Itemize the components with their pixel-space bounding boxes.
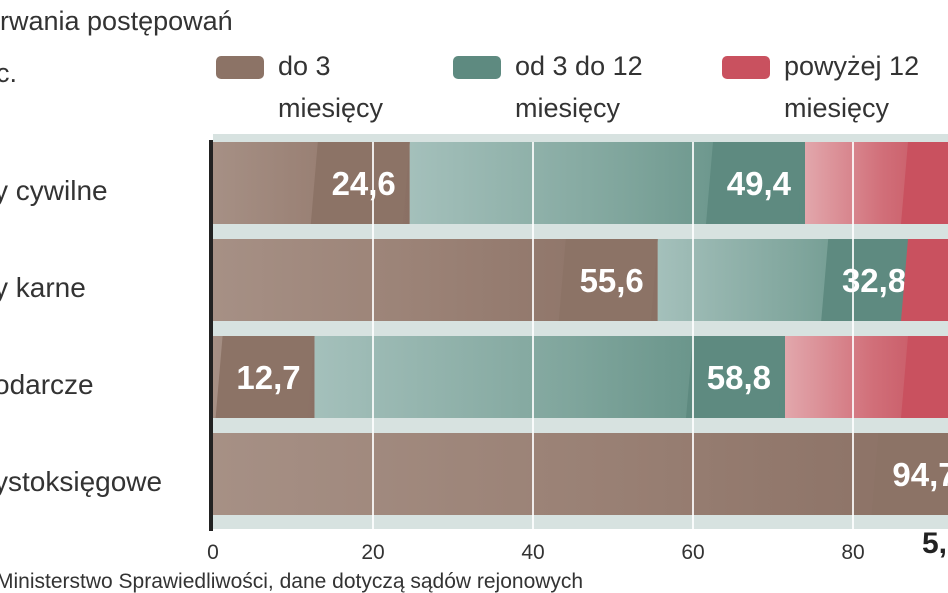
legend-swatch-powyzej-12: [722, 56, 770, 79]
chart-subtitle: c.: [0, 58, 17, 88]
source-note: Ministerstwo Sprawiedliwości, dane dotyc…: [0, 570, 583, 593]
legend-label-do-3-line1: do 3: [278, 51, 331, 81]
bar-value-label: 94,7: [892, 456, 948, 493]
row-gap: [213, 224, 948, 239]
bar-value-label: 32,8: [842, 262, 906, 299]
x-tick-label: 20: [361, 541, 384, 564]
bar-value-tab: [686, 336, 785, 418]
category-label: y cywilne: [0, 175, 108, 206]
bar-value-label: 55,6: [580, 262, 644, 299]
bar-value-tab: [310, 142, 410, 224]
bar-value-label: 24,6: [332, 165, 396, 202]
x-tick-label: 80: [841, 541, 864, 564]
legend-swatch-do-3: [216, 56, 264, 79]
category-label: y karne: [0, 272, 86, 303]
bar-value-tab: [215, 336, 315, 418]
extra-value-label: 5,: [922, 527, 947, 560]
x-tick-label: 60: [681, 541, 704, 564]
legend-label-powyzej-12-line1: powyżej 12: [784, 51, 919, 81]
bar-value-tab: [871, 433, 948, 515]
bar-value-tab: [901, 336, 948, 418]
category-label: ystoksięgowe: [0, 466, 162, 497]
row-gap: [213, 515, 948, 530]
category-labels: y cywilne y karne odarcze ystoksięgowe: [0, 175, 162, 497]
legend: do 3 miesięcy od 3 do 12 miesięcy powyże…: [216, 51, 919, 123]
x-tick-label: 0: [207, 541, 219, 564]
x-tick-label: 40: [521, 541, 544, 564]
x-axis: 0 20 40 60 80: [207, 541, 865, 564]
plot-area: 24,649,42655,632,81112,758,82894,7: [209, 134, 948, 531]
bar-value-label: 12,7: [236, 359, 300, 396]
row-gap: [213, 321, 948, 336]
bar-value-tab: [901, 239, 948, 321]
row-gap: [213, 418, 948, 433]
bar-value-label: 49,4: [727, 165, 792, 202]
bar-value-tab: [821, 239, 921, 321]
chart-title: rwania postępowań: [0, 6, 233, 36]
bar-value-tab: [901, 142, 948, 224]
legend-label-3-12-line1: od 3 do 12: [515, 51, 643, 81]
category-label: odarcze: [0, 369, 94, 400]
legend-label-powyzej-12-line2: miesięcy: [784, 93, 890, 123]
bar-value-tab: [558, 239, 658, 321]
legend-label-3-12-line2: miesięcy: [515, 93, 621, 123]
bar-value-tab: [706, 142, 805, 224]
legend-label-do-3-line2: miesięcy: [278, 93, 384, 123]
legend-swatch-3-12: [453, 56, 501, 79]
bar-segment-do-3-miesięcy: [213, 433, 948, 515]
bar-value-label: 58,8: [707, 359, 771, 396]
